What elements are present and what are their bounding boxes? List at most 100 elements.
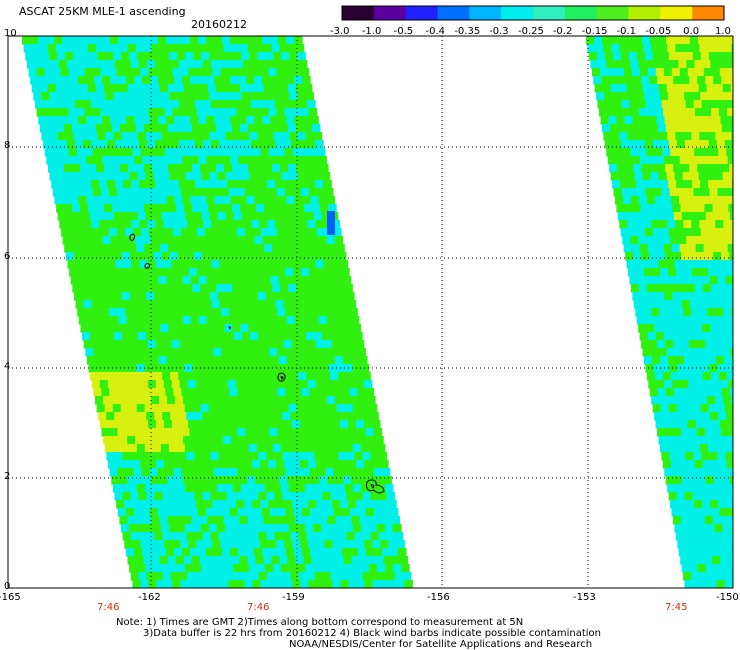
swath-cell <box>190 196 200 205</box>
swath-cell <box>166 76 175 85</box>
swath-cell <box>216 324 226 333</box>
swath-cell <box>115 140 124 149</box>
swath-cell <box>680 292 689 301</box>
swath-cell <box>334 316 344 325</box>
swath-cell <box>172 460 181 469</box>
swath-cell <box>688 516 698 525</box>
swath-cell <box>326 316 336 325</box>
swath-cell <box>189 428 199 437</box>
swath-cell <box>702 148 711 157</box>
swath-cell <box>172 188 182 197</box>
swath-cell <box>98 412 107 421</box>
colorbar-cell <box>628 6 661 20</box>
swath-cell <box>282 572 292 581</box>
swath-cell <box>356 580 365 588</box>
swath-cell <box>617 124 627 133</box>
swath-cell <box>643 44 653 53</box>
swath-cell <box>239 476 248 485</box>
swath-cell <box>724 52 733 61</box>
swath-cell <box>60 188 70 197</box>
swath-cell <box>55 44 65 53</box>
swath-cell <box>678 500 687 509</box>
swath-cell <box>335 556 345 565</box>
swath-cell <box>198 156 207 165</box>
swath-cell <box>231 124 241 133</box>
swath-cell <box>650 36 659 45</box>
swath-cell <box>164 580 173 588</box>
swath-cell <box>222 76 231 85</box>
swath-cell <box>138 372 147 381</box>
swath-cell <box>153 212 163 221</box>
swath-cell <box>176 324 186 333</box>
swath-cell <box>720 516 730 525</box>
swath-cell <box>273 212 283 221</box>
swath-cell <box>73 212 83 221</box>
swath-cell <box>715 444 725 453</box>
swath-cell <box>181 308 190 317</box>
swath-cell <box>702 460 712 469</box>
swath-cell <box>367 436 376 445</box>
swath-cell <box>649 300 659 309</box>
swath-cell <box>729 564 733 573</box>
swath-cell <box>275 260 285 269</box>
swath-cell <box>154 372 163 381</box>
swath-cell <box>312 244 321 253</box>
swath-cell <box>315 260 325 269</box>
swath-cell <box>650 260 660 269</box>
swath-cell <box>337 252 347 261</box>
swath-cell <box>658 84 668 93</box>
swath-cell <box>263 164 273 173</box>
swath-cell <box>207 164 217 173</box>
swath-cell <box>297 252 307 261</box>
swath-cell <box>260 460 269 469</box>
swath-cell <box>325 468 335 477</box>
swath-cell <box>719 244 729 253</box>
swath-cell <box>667 484 676 493</box>
swath-cell <box>711 420 721 429</box>
swath-cell <box>652 140 662 149</box>
swath-cell <box>34 100 44 109</box>
swath-cell <box>142 316 152 325</box>
swath-cell <box>680 204 690 213</box>
swath-anomaly-cell <box>327 227 335 235</box>
swath-cell <box>258 60 268 69</box>
swath-cell <box>334 236 344 245</box>
swath-cell <box>725 452 733 461</box>
swath-cell <box>106 412 115 421</box>
swath-cell <box>113 292 123 301</box>
swath-cell <box>220 68 230 77</box>
swath-cell <box>260 580 269 588</box>
swath-cell <box>181 468 191 477</box>
swath-cell <box>198 276 208 285</box>
swath-cell <box>235 300 245 309</box>
swath-cell <box>122 60 132 69</box>
swath-cell <box>644 180 653 189</box>
swath-cell <box>596 92 605 101</box>
swath-cell <box>125 468 135 477</box>
swath-cell <box>704 468 713 477</box>
swath-cell <box>331 300 341 309</box>
swath-cell <box>195 180 204 189</box>
swath-cell <box>685 364 695 373</box>
swath-cell <box>286 76 295 85</box>
swath-cell <box>85 268 94 277</box>
swath-cell <box>269 388 279 397</box>
swath-cell <box>52 68 62 77</box>
swath-cell <box>298 452 308 461</box>
swath-cell <box>244 228 254 237</box>
swath-cell <box>149 508 159 517</box>
swath-cell <box>211 180 220 189</box>
swath-cell <box>264 284 273 293</box>
swath-cell <box>90 100 100 109</box>
swath-cell <box>343 556 353 565</box>
swath-cell <box>175 396 184 405</box>
swath-cell <box>707 484 716 493</box>
swath-cell <box>124 68 134 77</box>
swath-cell <box>257 212 267 221</box>
swath-cell <box>217 132 227 141</box>
swath-cell <box>693 540 702 549</box>
swath-cell <box>293 388 303 397</box>
swath-cell <box>357 508 367 517</box>
swath-cell <box>137 252 147 261</box>
